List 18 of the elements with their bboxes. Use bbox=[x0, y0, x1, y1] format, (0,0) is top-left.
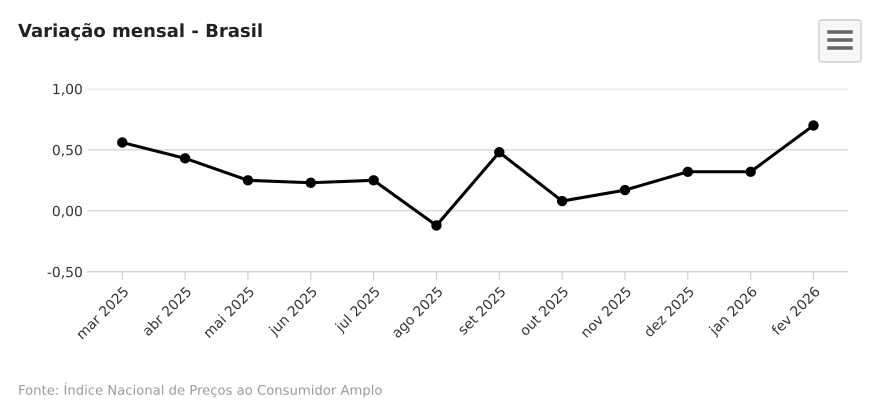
chart-title: Variação mensal - Brasil bbox=[18, 22, 262, 41]
y-tick-label: 0,00 bbox=[52, 206, 82, 218]
point bbox=[242, 175, 254, 186]
y-tick-label: 0,50 bbox=[52, 144, 82, 157]
point bbox=[682, 166, 694, 177]
point bbox=[620, 184, 630, 196]
point bbox=[431, 220, 442, 231]
point bbox=[745, 166, 756, 177]
point bbox=[368, 175, 379, 186]
point bbox=[306, 178, 316, 188]
source-note: Fonte: Índice Nacional de Preços ao Consumidor Amplo bbox=[19, 382, 382, 398]
point bbox=[808, 120, 819, 131]
y-tick-label: 1,00 bbox=[53, 84, 82, 96]
point bbox=[180, 153, 190, 164]
point bbox=[117, 137, 128, 148]
point bbox=[556, 196, 568, 206]
point bbox=[494, 147, 505, 158]
y-tick-label: -0,50 bbox=[48, 266, 82, 279]
